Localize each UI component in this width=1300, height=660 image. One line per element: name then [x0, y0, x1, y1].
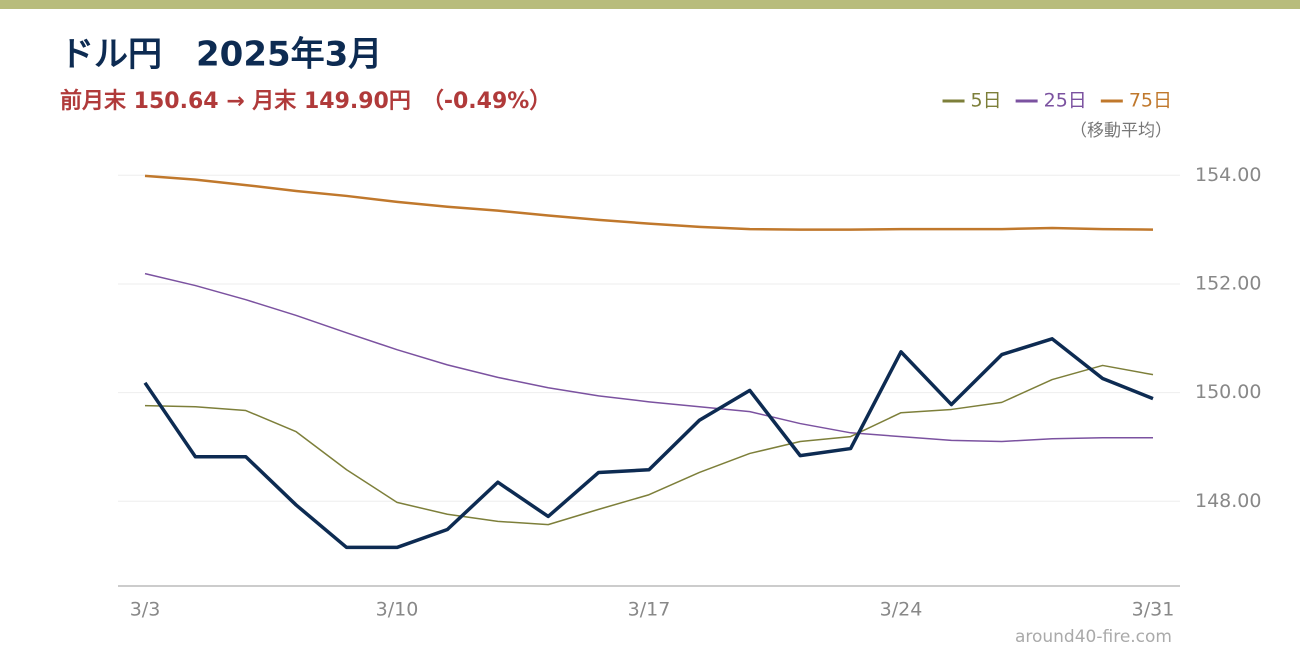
y-tick-label: 152.00	[1195, 272, 1261, 294]
legend-label: 5日	[971, 90, 1002, 112]
x-tick-label: 3/31	[1132, 599, 1175, 621]
series-line	[144, 364, 1154, 526]
series-line	[144, 272, 1153, 443]
chart-title: ドル円 2025年3月	[60, 35, 382, 75]
x-tick-label: 3/10	[376, 599, 419, 621]
top-bar	[0, 0, 1300, 9]
x-tick-label: 3/24	[880, 599, 923, 621]
y-tick-label: 154.00	[1195, 164, 1261, 186]
y-tick-label: 148.00	[1195, 490, 1261, 512]
legend-label: 75日	[1129, 90, 1172, 112]
series-line	[144, 174, 1154, 231]
series-line	[143, 337, 1154, 550]
x-tick-label: 3/17	[628, 599, 671, 621]
y-tick-label: 150.00	[1195, 381, 1261, 403]
legend-note: （移動平均）	[1070, 121, 1172, 141]
legend-label: 25日	[1044, 90, 1087, 112]
chart-subtitle: 前月末 150.64 → 月末 149.90円 （-0.49%）	[60, 88, 551, 114]
x-tick-label: 3/3	[130, 599, 161, 621]
source: around40-fire.com	[1015, 627, 1172, 647]
